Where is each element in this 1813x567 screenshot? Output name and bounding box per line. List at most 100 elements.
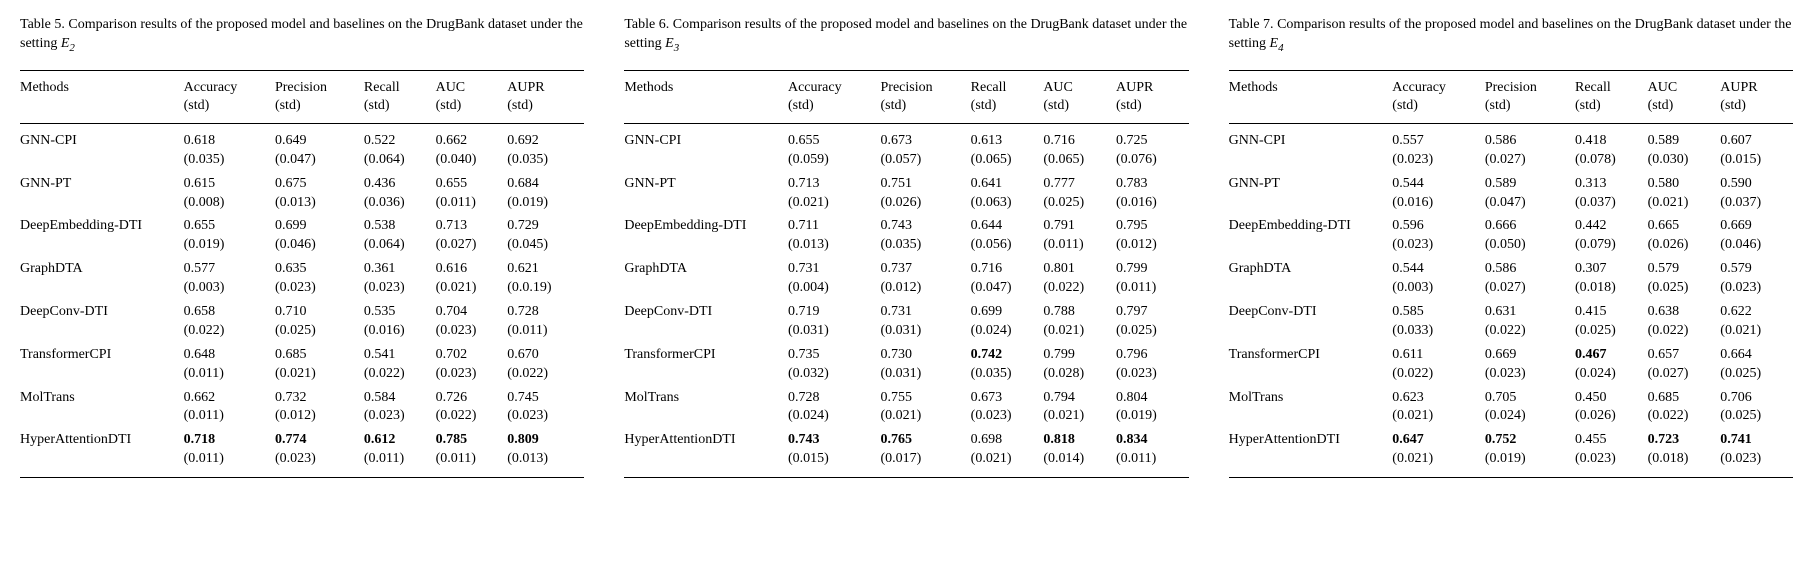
metric-cell: 0.718(0.011) xyxy=(184,428,275,477)
metric-cell: 0.669(0.023) xyxy=(1485,343,1575,386)
metric-cell: 0.804(0.019) xyxy=(1116,386,1189,429)
metric-value: 0.613 xyxy=(971,133,1003,148)
metric-std: (0.063) xyxy=(971,195,1012,210)
metric-value: 0.607 xyxy=(1720,133,1752,148)
method-name: GNN-PT xyxy=(1229,172,1393,215)
metric-value: 0.801 xyxy=(1043,261,1075,276)
metric-std: (0.047) xyxy=(275,152,316,167)
metric-cell: 0.755(0.021) xyxy=(881,386,971,429)
metric-std: (0.016) xyxy=(364,323,405,338)
metric-std: (0.022) xyxy=(1485,323,1526,338)
metric-cell: 0.655(0.059) xyxy=(788,123,881,171)
metric-value: 0.580 xyxy=(1648,176,1680,191)
metric-cell: 0.450(0.026) xyxy=(1575,386,1648,429)
metric-std: (0.047) xyxy=(1485,195,1526,210)
metric-std: (0.017) xyxy=(881,451,922,466)
metric-cell: 0.596(0.023) xyxy=(1392,214,1485,257)
method-name: HyperAttentionDTI xyxy=(1229,428,1393,477)
metric-std: (0.011) xyxy=(1043,237,1083,252)
metric-std: (0.019) xyxy=(1485,451,1526,466)
metric-std: (0.023) xyxy=(436,323,477,338)
metric-std: (0.011) xyxy=(507,323,547,338)
metric-cell: 0.648(0.011) xyxy=(184,343,275,386)
metric-cell: 0.745(0.023) xyxy=(507,386,584,429)
metric-cell: 0.662(0.040) xyxy=(436,123,508,171)
metric-cell: 0.361(0.023) xyxy=(364,257,436,300)
metric-value: 0.450 xyxy=(1575,390,1607,405)
metric-cell: 0.794(0.021) xyxy=(1043,386,1116,429)
metric-std: (0.040) xyxy=(436,152,477,167)
method-name: GraphDTA xyxy=(1229,257,1393,300)
metric-value: 0.684 xyxy=(507,176,539,191)
metric-cell: 0.618(0.035) xyxy=(184,123,275,171)
metric-value: 0.535 xyxy=(364,304,396,319)
metric-value: 0.809 xyxy=(507,432,539,447)
metric-value: 0.647 xyxy=(1392,432,1424,447)
metric-cell: 0.752(0.019) xyxy=(1485,428,1575,477)
metric-value: 0.794 xyxy=(1043,390,1075,405)
table-row: MolTrans0.662(0.011)0.732(0.012)0.584(0.… xyxy=(20,386,584,429)
metric-std: (0.025) xyxy=(1720,366,1761,381)
metric-cell: 0.737(0.012) xyxy=(881,257,971,300)
table-row: DeepEmbedding-DTI0.711(0.013)0.743(0.035… xyxy=(624,214,1188,257)
table-number: Table 6. xyxy=(624,17,669,32)
column-header: Methods xyxy=(1229,70,1393,123)
method-name: HyperAttentionDTI xyxy=(624,428,788,477)
metric-cell: 0.725(0.076) xyxy=(1116,123,1189,171)
metric-value: 0.589 xyxy=(1648,133,1680,148)
metric-value: 0.737 xyxy=(881,261,913,276)
metric-cell: 0.664(0.025) xyxy=(1720,343,1793,386)
metric-value: 0.638 xyxy=(1648,304,1680,319)
metric-value: 0.579 xyxy=(1648,261,1680,276)
metric-std: (0.011) xyxy=(364,451,404,466)
metric-value: 0.522 xyxy=(364,133,396,148)
metric-value: 0.586 xyxy=(1485,133,1517,148)
metric-std: (0.045) xyxy=(507,237,548,252)
metric-cell: 0.662(0.011) xyxy=(184,386,275,429)
metric-cell: 0.611(0.022) xyxy=(1392,343,1485,386)
table-row: GraphDTA0.544(0.003)0.586(0.027)0.307(0.… xyxy=(1229,257,1793,300)
metric-std: (0.011) xyxy=(184,366,224,381)
metric-cell: 0.665(0.026) xyxy=(1648,214,1721,257)
metric-value: 0.741 xyxy=(1720,432,1752,447)
metric-cell: 0.589(0.047) xyxy=(1485,172,1575,215)
table-caption: Table 7. Comparison results of the propo… xyxy=(1229,16,1793,56)
metric-cell: 0.585(0.033) xyxy=(1392,300,1485,343)
method-name: TransformerCPI xyxy=(624,343,788,386)
metric-value: 0.655 xyxy=(788,133,820,148)
metric-cell: 0.728(0.024) xyxy=(788,386,881,429)
column-header: Accuracy(std) xyxy=(788,70,881,123)
table-row: DeepConv-DTI0.658(0.022)0.710(0.025)0.53… xyxy=(20,300,584,343)
metric-cell: 0.579(0.023) xyxy=(1720,257,1793,300)
metric-cell: 0.584(0.023) xyxy=(364,386,436,429)
metric-std: (0.027) xyxy=(1485,280,1526,295)
metric-value: 0.743 xyxy=(788,432,820,447)
metric-value: 0.834 xyxy=(1116,432,1148,447)
table-row: GNN-CPI0.655(0.059)0.673(0.057)0.613(0.0… xyxy=(624,123,1188,171)
metric-value: 0.745 xyxy=(507,390,539,405)
metric-value: 0.785 xyxy=(436,432,468,447)
metric-value: 0.544 xyxy=(1392,261,1424,276)
method-name: DeepConv-DTI xyxy=(624,300,788,343)
metric-value: 0.729 xyxy=(507,218,539,233)
results-table: MethodsAccuracy(std)Precision(std)Recall… xyxy=(1229,70,1793,479)
metric-cell: 0.675(0.013) xyxy=(275,172,364,215)
metric-cell: 0.655(0.019) xyxy=(184,214,275,257)
method-name: GraphDTA xyxy=(20,257,184,300)
metric-std: (0.035) xyxy=(184,152,225,167)
metric-std: (0.023) xyxy=(275,451,316,466)
metric-value: 0.725 xyxy=(1116,133,1148,148)
metric-std: (0.025) xyxy=(1648,280,1689,295)
method-name: GNN-CPI xyxy=(624,123,788,171)
metric-value: 0.716 xyxy=(971,261,1003,276)
metric-value: 0.361 xyxy=(364,261,396,276)
metric-std: (0.004) xyxy=(788,280,829,295)
metric-std: (0.021) xyxy=(1720,323,1761,338)
metric-std: (0.011) xyxy=(436,195,476,210)
metric-cell: 0.765(0.017) xyxy=(881,428,971,477)
metric-cell: 0.647(0.021) xyxy=(1392,428,1485,477)
metric-std: (0.056) xyxy=(971,237,1012,252)
metric-cell: 0.791(0.011) xyxy=(1043,214,1116,257)
metric-std: (0.023) xyxy=(275,280,316,295)
metric-std: (0.023) xyxy=(1392,152,1433,167)
